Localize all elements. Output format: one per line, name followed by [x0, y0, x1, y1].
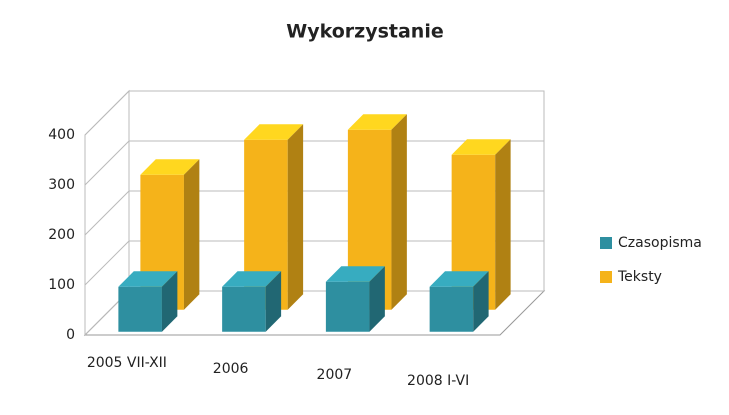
bar-side — [287, 124, 304, 310]
x-tick-label: 2008 I-VI — [407, 373, 469, 389]
y-tick-label: 200 — [48, 227, 75, 243]
legend-label: Teksty — [617, 269, 662, 285]
bar — [429, 271, 489, 332]
y-tick-label: 400 — [48, 127, 75, 143]
bar-side — [369, 266, 385, 332]
x-tick-label: 2006 — [213, 361, 249, 377]
bar-front — [451, 154, 496, 310]
bar-front — [347, 129, 392, 310]
bar-side — [161, 271, 178, 332]
legend-swatch — [600, 271, 612, 283]
bar-top — [140, 159, 200, 175]
bar — [118, 271, 178, 332]
bar-side — [265, 271, 282, 332]
bar — [222, 271, 282, 332]
bar-front — [429, 286, 474, 332]
bar-side — [495, 139, 511, 310]
x-tick-label: 2005 VII-XII — [87, 355, 167, 371]
bar-top — [222, 271, 282, 287]
bar — [451, 139, 511, 310]
bar-top — [325, 266, 385, 282]
y-tick-label: 0 — [66, 327, 75, 343]
chart-title: Wykorzystanie — [286, 21, 443, 43]
bar-front — [222, 286, 266, 332]
bar-top — [244, 124, 304, 140]
legend-label: Czasopisma — [618, 235, 702, 251]
legend-swatch — [600, 237, 612, 249]
bar-front — [118, 286, 162, 332]
y-tick-label: 100 — [48, 277, 75, 293]
bar-top — [118, 271, 178, 287]
grid-line — [84, 90, 544, 136]
bar-front — [325, 281, 370, 332]
y-tick-label: 300 — [48, 177, 75, 193]
bar-top — [451, 139, 511, 155]
bar-top — [429, 271, 489, 287]
x-tick-label: 2007 — [317, 367, 353, 383]
bar-side — [391, 114, 407, 310]
bar — [325, 266, 385, 332]
bar-top — [347, 114, 407, 130]
bar — [244, 124, 304, 310]
bar-front — [244, 139, 288, 310]
bar-side — [473, 271, 489, 332]
bar-side — [183, 159, 200, 310]
bar — [347, 114, 407, 310]
